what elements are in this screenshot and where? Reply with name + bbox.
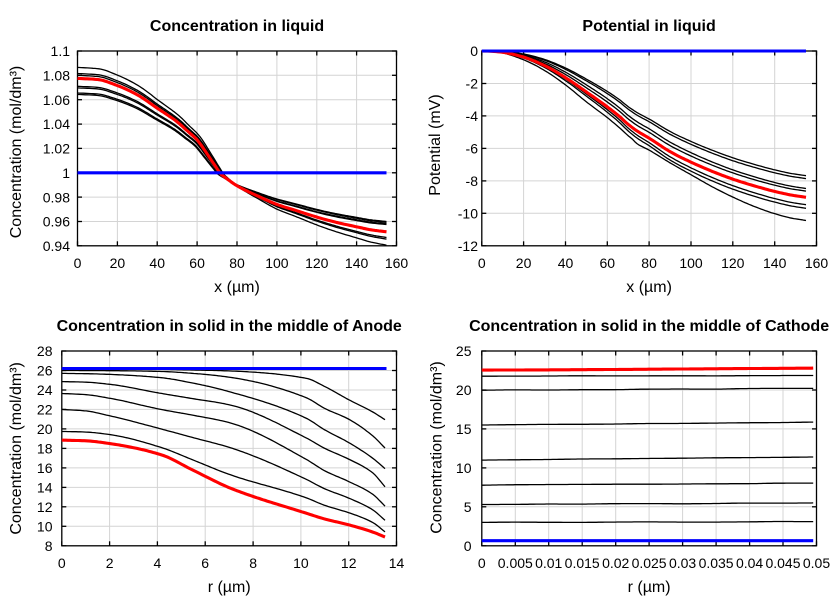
svg-text:r (µm): r (µm) [628,579,671,596]
svg-text:Concentration (mol/dm³): Concentration (mol/dm³) [8,362,25,535]
svg-text:8: 8 [249,555,257,571]
svg-text:0.005: 0.005 [498,555,533,571]
svg-text:1.08: 1.08 [43,68,70,84]
svg-text:40: 40 [149,255,165,271]
svg-text:1.06: 1.06 [43,92,70,108]
svg-text:80: 80 [641,255,657,271]
svg-text:0.98: 0.98 [43,189,70,205]
svg-text:160: 160 [805,255,829,271]
svg-text:0.05: 0.05 [803,555,830,571]
svg-text:10: 10 [37,519,53,535]
svg-text:0.01: 0.01 [535,555,562,571]
svg-text:Concentration (mol/dm³): Concentration (mol/dm³) [8,66,25,239]
svg-text:-8: -8 [466,173,479,189]
svg-text:0: 0 [478,255,486,271]
svg-text:0.02: 0.02 [602,555,629,571]
svg-text:Potential in liquid: Potential in liquid [582,18,715,35]
svg-text:160: 160 [385,255,409,271]
svg-text:18: 18 [37,441,53,457]
svg-text:12: 12 [341,555,357,571]
svg-text:20: 20 [516,255,532,271]
svg-text:x (µm): x (µm) [626,279,672,296]
svg-text:1.1: 1.1 [51,43,71,59]
svg-text:0: 0 [58,555,66,571]
svg-text:40: 40 [558,255,574,271]
svg-text:0.96: 0.96 [43,214,70,230]
svg-text:20: 20 [37,421,53,437]
svg-text:25: 25 [456,343,472,359]
svg-text:Concentration in solid in the: Concentration in solid in the middle of … [469,318,829,335]
svg-text:x (µm): x (µm) [214,279,260,296]
svg-text:1: 1 [62,165,70,181]
svg-text:100: 100 [265,255,289,271]
svg-text:22: 22 [37,402,53,418]
svg-text:16: 16 [37,460,53,476]
svg-text:5: 5 [464,499,472,515]
svg-text:60: 60 [600,255,616,271]
svg-text:-2: -2 [466,76,479,92]
svg-text:10: 10 [293,555,309,571]
svg-text:-12: -12 [458,238,478,254]
svg-text:0.03: 0.03 [669,555,696,571]
svg-text:-6: -6 [466,141,479,157]
svg-text:14: 14 [37,480,53,496]
svg-text:14: 14 [389,555,405,571]
svg-text:1.02: 1.02 [43,141,70,157]
svg-text:2: 2 [106,555,114,571]
svg-text:15: 15 [456,421,472,437]
svg-text:100: 100 [679,255,703,271]
svg-text:1.04: 1.04 [43,116,70,132]
svg-text:0: 0 [478,555,486,571]
svg-text:-10: -10 [458,206,478,222]
svg-text:80: 80 [229,255,245,271]
svg-text:0.94: 0.94 [43,238,70,254]
svg-text:Concentration (mol/dm³): Concentration (mol/dm³) [429,361,446,534]
svg-text:28: 28 [37,343,53,359]
svg-text:0.045: 0.045 [765,555,800,571]
svg-text:20: 20 [110,255,126,271]
svg-text:Concentration in liquid: Concentration in liquid [150,18,324,35]
svg-text:60: 60 [189,255,205,271]
svg-text:6: 6 [201,555,209,571]
svg-text:8: 8 [45,538,53,554]
svg-text:0.015: 0.015 [565,555,600,571]
svg-text:140: 140 [763,255,787,271]
svg-text:12: 12 [37,499,53,515]
svg-text:120: 120 [721,255,745,271]
svg-text:24: 24 [37,382,53,398]
svg-text:0.04: 0.04 [736,555,763,571]
svg-text:0.035: 0.035 [699,555,734,571]
svg-text:140: 140 [345,255,369,271]
svg-text:4: 4 [154,555,162,571]
svg-text:0: 0 [470,43,478,59]
svg-text:0: 0 [464,538,472,554]
svg-text:20: 20 [456,382,472,398]
svg-text:Concentration in solid in the: Concentration in solid in the middle of … [57,318,402,335]
svg-text:26: 26 [37,363,53,379]
svg-text:120: 120 [305,255,329,271]
svg-text:10: 10 [456,460,472,476]
svg-text:0: 0 [74,255,82,271]
svg-text:r (µm): r (µm) [208,579,251,596]
svg-text:-4: -4 [466,108,479,124]
svg-text:Potential (mV): Potential (mV) [427,94,444,195]
svg-text:0.025: 0.025 [632,555,667,571]
